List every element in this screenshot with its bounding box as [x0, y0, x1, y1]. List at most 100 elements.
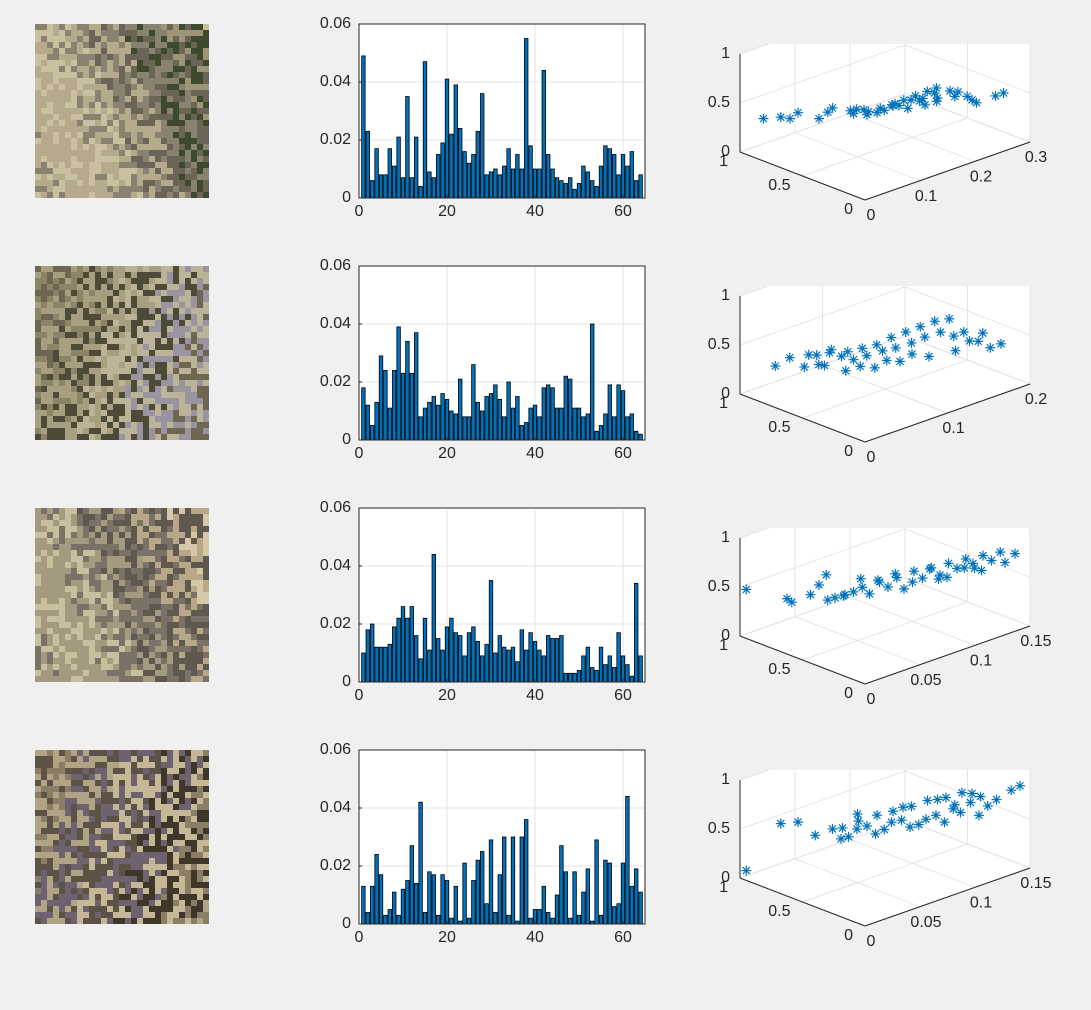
scatter-point [843, 831, 854, 842]
image-patch [35, 508, 209, 682]
histogram-bar [378, 355, 384, 441]
histogram-bar [392, 626, 397, 683]
histogram-bar [585, 646, 590, 683]
histogram-bar [524, 422, 529, 441]
histogram-bar [598, 165, 604, 199]
histogram-bar [475, 640, 480, 683]
histogram-bar [576, 407, 582, 441]
scatter-point [1006, 785, 1017, 796]
histogram-bar [607, 862, 612, 925]
histogram-bar [480, 851, 485, 925]
histogram-bar [519, 629, 524, 683]
scatter3d-chart: 0 0.1 0.2 0 0.5 1 0 0.5 1 [690, 237, 1090, 526]
histogram-bar [594, 669, 599, 683]
scatter-point [944, 313, 955, 324]
z-tick-label: 0.5 [708, 94, 730, 111]
scatter-point [924, 351, 934, 362]
scatter-point [890, 568, 901, 579]
histogram-bar [458, 128, 463, 199]
histogram-bar [405, 96, 410, 199]
histogram-bar [453, 84, 458, 199]
scatter-point [890, 342, 901, 353]
histogram-bar [594, 185, 599, 199]
histogram-bar [422, 617, 428, 683]
scatter-point [950, 345, 961, 356]
scatter-point [949, 799, 960, 810]
histogram-bar [506, 914, 511, 925]
y-tick-label: 0.02 [320, 615, 351, 632]
histogram-bar [528, 632, 533, 683]
histogram-bar [449, 410, 454, 441]
z-tick-label: 0.5 [708, 578, 730, 595]
histogram-bar [466, 917, 472, 925]
histogram-bar [576, 914, 582, 925]
histogram-bar [440, 142, 445, 199]
scatter-point [995, 547, 1006, 558]
histogram-bar [590, 667, 595, 683]
y-axis-line [739, 877, 866, 927]
scatter-point [840, 365, 851, 376]
histogram-bar [590, 180, 595, 199]
histogram-bar [475, 130, 480, 199]
histogram-bar [532, 640, 538, 683]
grid-line [739, 577, 906, 637]
histogram-bar [422, 911, 428, 925]
histogram-bar [422, 407, 428, 441]
x-tick-label: 60 [614, 687, 632, 704]
histogram-bar [440, 649, 445, 683]
scatter-point [886, 817, 897, 828]
scatter-point [978, 550, 988, 561]
image-patch [35, 266, 209, 440]
histogram-bar [365, 629, 370, 683]
z-tick-label: 0.5 [708, 820, 730, 837]
histogram-bar [546, 911, 551, 925]
histogram-bar [418, 801, 423, 925]
scatter-point [922, 795, 933, 806]
histogram-chart: 0 20 40 60 0 0.02 0.04 0.06 [300, 10, 660, 225]
histogram-bar [427, 649, 432, 683]
scatter-point [837, 822, 848, 833]
histogram-bar [568, 177, 573, 199]
scatter-point [810, 830, 821, 841]
histogram-bar [458, 635, 463, 683]
grid-line [802, 843, 968, 903]
scatter-point [932, 92, 943, 103]
scatter-point [1000, 557, 1010, 568]
histogram-bar [546, 384, 551, 441]
y-tick-label: 0.04 [320, 73, 351, 90]
histogram-bar [519, 425, 524, 441]
histogram-bar [598, 646, 604, 683]
scatter-point [905, 822, 915, 833]
histogram-bar [484, 903, 489, 925]
histogram-bar [378, 646, 384, 683]
histogram-bar [440, 393, 445, 441]
scatter-point [862, 109, 872, 120]
scatter3d-chart: 0 0.05 0.1 0.15 0 0.5 1 0 0.5 1 [690, 721, 1090, 1010]
histogram-bar [524, 649, 529, 683]
histogram-bar [541, 387, 546, 441]
histogram-bar [488, 393, 494, 441]
histogram-bar [585, 868, 590, 925]
scatter-point [822, 107, 833, 118]
scatter-point [814, 579, 824, 590]
histogram-bar [488, 580, 494, 683]
histogram-bar [537, 649, 542, 683]
histogram-bar [629, 413, 634, 441]
histogram-bar [453, 885, 458, 925]
histogram-bar [625, 416, 630, 441]
histogram-bar [374, 854, 379, 925]
histogram-bar [378, 874, 384, 925]
y-tick-label: 0.02 [320, 373, 351, 390]
x-tick-label: 0 [867, 449, 876, 466]
histogram-bar [568, 672, 573, 683]
scatter-point [955, 807, 966, 818]
histogram-bar [603, 664, 608, 683]
histogram-bar [493, 168, 498, 199]
histogram-bar [387, 909, 392, 925]
histogram-bar [629, 885, 634, 925]
histogram-bar [528, 917, 533, 925]
scatter-point [906, 801, 917, 812]
histogram-bar [414, 136, 419, 199]
scatter-point [948, 331, 959, 342]
scatter-point [775, 112, 786, 123]
